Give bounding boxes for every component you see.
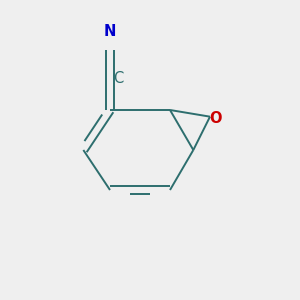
Text: O: O — [209, 111, 221, 126]
Text: N: N — [104, 24, 116, 39]
Text: C: C — [113, 71, 124, 86]
